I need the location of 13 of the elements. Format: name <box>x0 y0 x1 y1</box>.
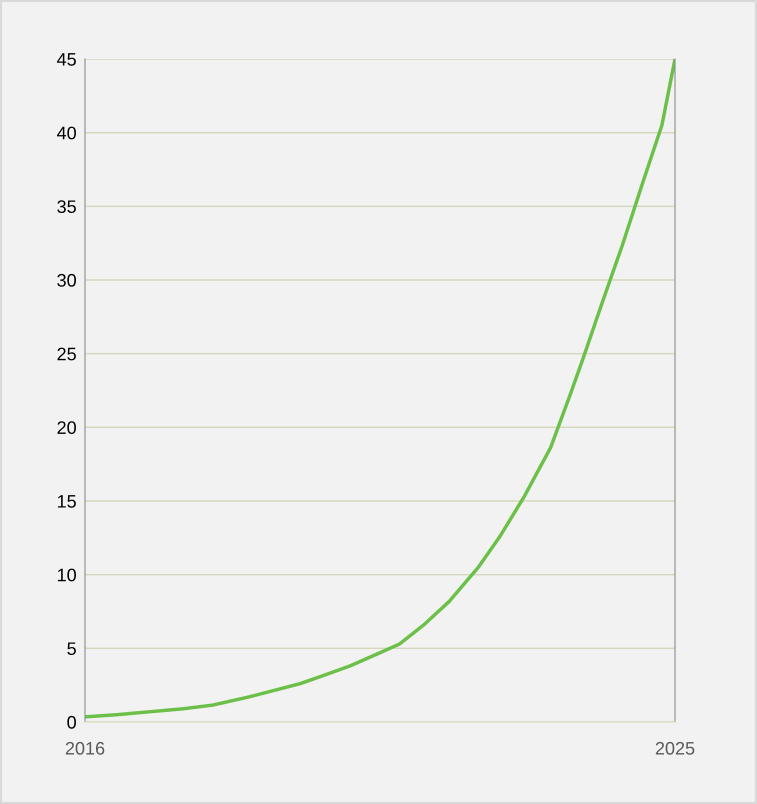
y-tick-label: 0 <box>67 716 76 729</box>
y-tick-label: 15 <box>58 495 76 508</box>
y-tick-label: 10 <box>58 568 76 582</box>
line-series <box>85 59 675 719</box>
y-tick-label: 20 <box>57 421 76 434</box>
y-tick-label: 30 <box>57 274 76 287</box>
y-tick-label: 25 <box>57 348 76 360</box>
y-tick-label: 40 <box>57 126 76 140</box>
y-tick-label: 5 <box>67 642 76 656</box>
y-tick-label: 35 <box>57 200 76 214</box>
x-tick-label: 2025 <box>656 742 694 755</box>
y-tick-label: 45 <box>57 53 76 66</box>
x-tick-label: 2016 <box>66 742 104 755</box>
